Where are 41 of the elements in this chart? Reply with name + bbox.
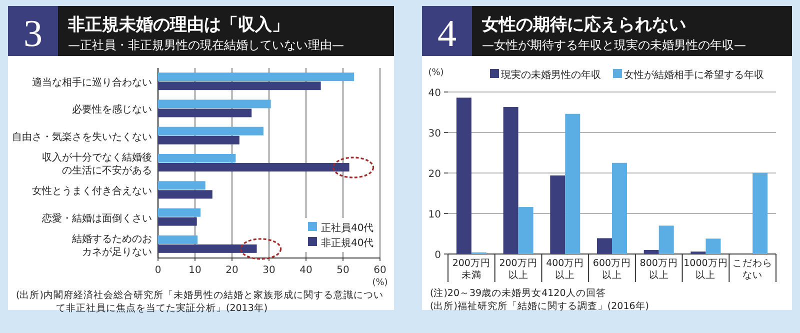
x-tick-label: 50 bbox=[336, 265, 350, 276]
x-tick-label: 400万円以上 bbox=[546, 258, 584, 281]
y-tick-label: 結婚するためのおカネが足りない bbox=[71, 234, 152, 258]
legend-label: 正社員40代 bbox=[321, 222, 374, 234]
x-tick-label: 30 bbox=[262, 265, 276, 276]
y-tick-label: 恋愛・結婚は面倒くさい bbox=[41, 212, 152, 224]
x-tick-label: こだわらない bbox=[732, 258, 773, 281]
x-tick-label: 600万円以上 bbox=[592, 258, 632, 281]
y-tick-label: 必要性を感じない bbox=[72, 104, 152, 116]
y-tick-label: 0 bbox=[434, 250, 441, 261]
x-tick-label: 200万円未満 bbox=[452, 258, 490, 281]
legend-label: 女性が結婚相手に希望する年収 bbox=[624, 69, 764, 81]
y-tick-label: 収入が十分でなく結婚後の生活に不安がある bbox=[42, 152, 152, 176]
x-tick-label: 40 bbox=[300, 265, 312, 276]
chart-title: 女性の期待に応えられない bbox=[481, 15, 686, 35]
y-tick-label: 10 bbox=[428, 210, 441, 220]
legend-label: 現実の未婚男性の年収 bbox=[501, 69, 601, 81]
y-tick-label: 30 bbox=[428, 128, 441, 140]
x-tick-label: 200万円以上 bbox=[499, 258, 538, 281]
y-tick-label: 女性とうまく付き合えない bbox=[32, 185, 152, 198]
text: 3 bbox=[24, 13, 42, 55]
legend-label: 非正規40代 bbox=[321, 237, 374, 249]
text: (注)20～39歳の未婚男女4120人の回答 bbox=[430, 287, 606, 299]
y-axis-title: (%) bbox=[428, 68, 444, 78]
x-tick-label: 0 bbox=[154, 265, 162, 276]
x-tick-label: 800万円以上 bbox=[640, 258, 678, 281]
text: 4 bbox=[438, 13, 456, 55]
y-tick-label: 40 bbox=[428, 88, 441, 99]
x-tick-label: 20 bbox=[226, 265, 238, 276]
y-tick-label: 20 bbox=[428, 169, 441, 180]
x-axis-title: (%) bbox=[372, 278, 388, 288]
chart-subtitle: —正社員・非正規男性の現在結婚していない理由— bbox=[68, 38, 344, 52]
x-tick-label: 10 bbox=[188, 265, 202, 276]
text: (出所)福祉研究所「結婚に関する調査」(2016年) bbox=[430, 300, 650, 312]
chart-subtitle: —女性が期待する年収と現実の未婚男性の年収— bbox=[482, 38, 746, 52]
chart-title: 非正規未婚の理由は「収入」 bbox=[67, 15, 289, 35]
x-tick-label: 1000万円以上 bbox=[684, 258, 728, 281]
x-tick-label: 60 bbox=[374, 265, 386, 276]
text: (出所)内閣府経済社会総合研究所「未婚男性の結婚と家族形成に関する意識について非正社員に焦点を当てた実証分析」(2013年) bbox=[16, 289, 384, 314]
y-tick-label: 自由さ・気楽さを失いたくない bbox=[12, 130, 152, 143]
y-tick-label: 適当な相手に巡り合わない bbox=[32, 76, 152, 89]
